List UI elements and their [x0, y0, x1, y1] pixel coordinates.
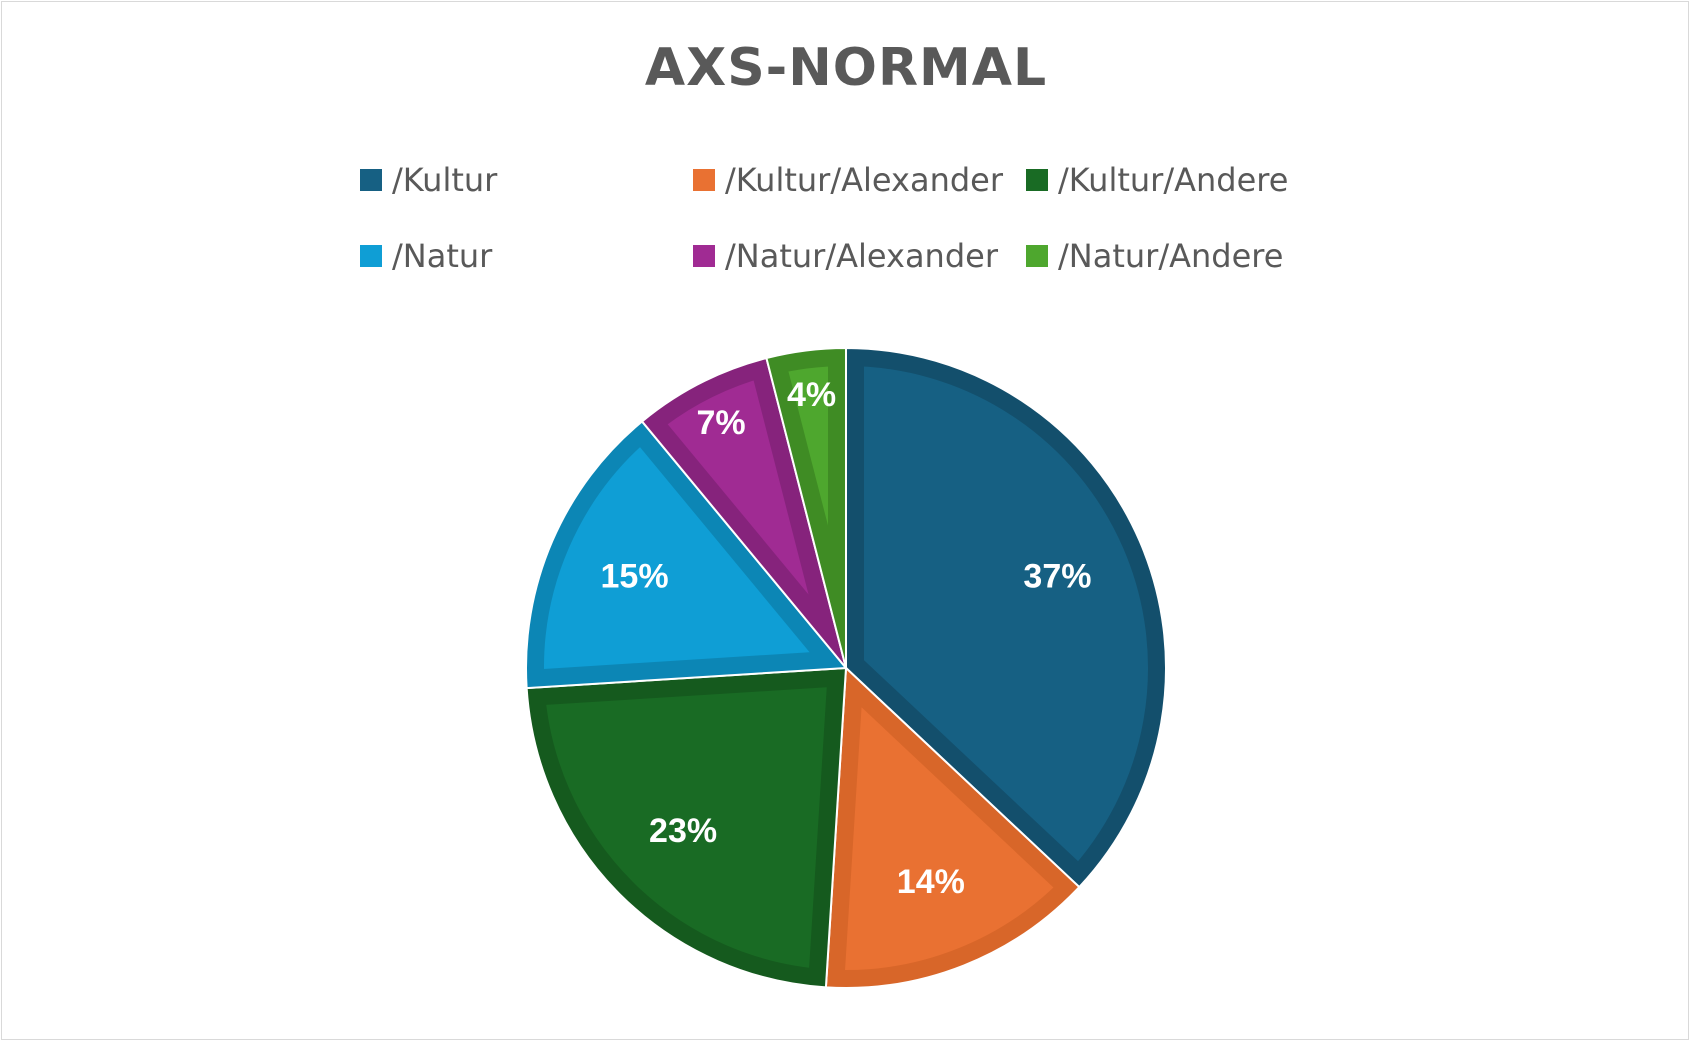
data-label: 15% — [601, 557, 669, 595]
legend-item-kultur-alexander: /Kultur/Alexander — [693, 160, 1026, 200]
legend-swatch — [693, 169, 715, 191]
legend-swatch — [360, 245, 382, 267]
legend-item-natur-andere: /Natur/Andere — [1026, 236, 1336, 276]
pie-slice-outline — [525, 420, 849, 690]
legend-swatch — [1026, 169, 1048, 191]
legend-label: /Natur/Andere — [1058, 237, 1284, 275]
pie-slice-outline — [845, 346, 1167, 889]
legend-swatch — [1026, 245, 1048, 267]
pie-slice — [526, 668, 846, 988]
data-label: 37% — [1023, 557, 1091, 595]
legend-label: /Kultur/Andere — [1058, 161, 1289, 199]
data-label: 14% — [897, 863, 965, 901]
legend-label: /Kultur — [392, 161, 498, 199]
legend-label: /Natur/Alexander — [725, 237, 998, 275]
data-label: 7% — [696, 404, 745, 442]
pie-slice-outline — [765, 346, 847, 669]
legend-swatch — [360, 169, 382, 191]
data-labels: 37% 14% 23% 15% 7% 4% — [601, 376, 1092, 901]
legend-item-natur-alexander: /Natur/Alexander — [693, 236, 1026, 276]
legend-label: /Kultur/Alexander — [725, 161, 1003, 199]
pie-slice — [526, 421, 846, 689]
pie-slice-outline — [525, 666, 848, 989]
pie-slice — [825, 668, 1080, 988]
legend-swatch — [693, 245, 715, 267]
pie-slice-outline — [824, 665, 1081, 989]
legend: /Kultur /Kultur/Alexander /Kultur/Andere… — [360, 160, 1340, 276]
legend-item-natur: /Natur — [360, 236, 693, 276]
chart-title: AXS-NORMAL — [644, 38, 1048, 98]
legend-label: /Natur — [392, 237, 493, 275]
data-label: 23% — [649, 812, 717, 850]
data-label: 4% — [787, 376, 836, 414]
legend-item-kultur-andere: /Kultur/Andere — [1026, 160, 1336, 200]
legend-item-kultur: /Kultur — [360, 160, 693, 200]
pie-slice-outline — [640, 356, 847, 669]
